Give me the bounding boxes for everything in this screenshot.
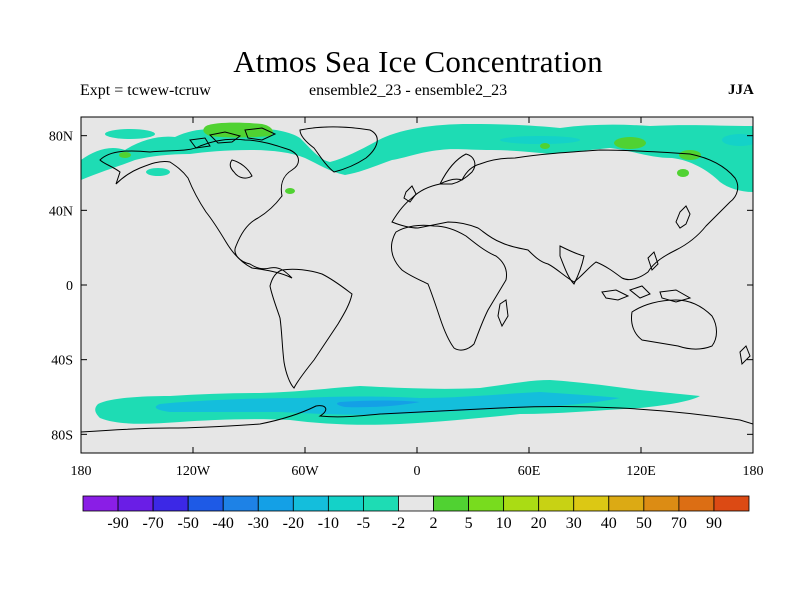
- green-patch-3: [679, 150, 701, 160]
- chart-title: Atmos Sea Ice Concentration: [233, 44, 603, 79]
- coast-uk: [403, 185, 417, 203]
- antarctic-darkest-core: [337, 400, 420, 408]
- colorbar-swatch: [327, 495, 364, 512]
- colorbar-swatch: [398, 495, 434, 512]
- colorbar-label: 5: [465, 515, 473, 532]
- lon-tick-label: 60W: [291, 464, 319, 479]
- colorbar-label: 2: [430, 515, 438, 532]
- coast-north-america: [99, 138, 299, 279]
- coast-antarctica: [81, 405, 753, 433]
- ice-anomaly-fields: [81, 122, 753, 433]
- colorbar-swatch: [117, 495, 154, 512]
- coastlines: [81, 126, 753, 433]
- green-patch-4: [677, 169, 689, 177]
- colorbar-swatch: [503, 495, 540, 512]
- colorbar-swatch: [257, 495, 294, 512]
- cyan-patch-1: [500, 136, 580, 144]
- colorbar-swatch: [643, 495, 680, 512]
- lon-tick-label: 0: [414, 464, 421, 479]
- colorbar-label: -5: [357, 515, 370, 532]
- difference-label: ensemble2_23 - ensemble2_23: [309, 82, 508, 99]
- colorbar-swatch: [608, 495, 645, 512]
- colorbar-swatch: [433, 495, 469, 512]
- colorbar-swatch: [363, 495, 399, 512]
- green-patch-1: [203, 122, 273, 138]
- coast-india: [559, 245, 585, 285]
- colorbar-label: -50: [177, 515, 198, 532]
- lat-tick-label: 0: [66, 279, 73, 294]
- colorbar-label: 70: [671, 515, 687, 532]
- colorbar-swatch: [222, 495, 259, 512]
- green-patch-2: [614, 137, 646, 149]
- coast-arctic-islands: [189, 127, 277, 149]
- latitude-axis: 80N 40N 0 40S 80S: [49, 130, 753, 443]
- lat-tick-label: 40N: [49, 204, 73, 219]
- lon-tick-label: 120W: [176, 464, 211, 479]
- coast-africa: [391, 224, 507, 351]
- colorbar-label: -2: [392, 515, 405, 532]
- season-label: JJA: [728, 82, 754, 98]
- green-patch-5: [285, 188, 295, 194]
- cyan-patch-2: [722, 134, 753, 146]
- coast-south-america: [269, 268, 353, 389]
- colorbar-label: 90: [706, 515, 722, 532]
- colorbar-label: -40: [213, 515, 234, 532]
- lat-tick-label: 40S: [51, 354, 73, 369]
- lat-tick-label: 80N: [49, 130, 73, 145]
- teal-patch-1: [105, 129, 155, 139]
- colorbar-swatch: [468, 495, 505, 512]
- colorbar-label: -90: [107, 515, 128, 532]
- coast-australia: [631, 299, 717, 350]
- colorbar-swatch: [82, 495, 119, 512]
- green-patch-7: [540, 143, 550, 149]
- colorbar-swatch: [152, 495, 189, 512]
- colorbar-label: -10: [318, 515, 339, 532]
- colorbar-label: 10: [496, 515, 512, 532]
- teal-patch-2: [482, 126, 538, 136]
- arctic-anomaly-band: [81, 124, 753, 192]
- lon-tick-label: 180: [743, 464, 764, 479]
- colorbar-swatch: [187, 495, 224, 512]
- lon-tick-label: 180: [71, 464, 92, 479]
- coast-indonesia: [601, 251, 692, 303]
- colorbar-label: 20: [531, 515, 547, 532]
- colorbar-swatch: [538, 495, 575, 512]
- lon-tick-label: 120E: [626, 464, 656, 479]
- lat-tick-label: 80S: [51, 428, 73, 443]
- colorbar-swatch: [292, 495, 329, 512]
- colorbar-label: 30: [566, 515, 582, 532]
- coast-new-zealand: [739, 345, 751, 366]
- colorbar-swatch: [678, 495, 715, 512]
- colorbar-label: -30: [248, 515, 269, 532]
- lon-tick-label: 60E: [518, 464, 541, 479]
- colorbar-label: 50: [636, 515, 652, 532]
- colorbar-label: -70: [142, 515, 163, 532]
- coast-greenland: [299, 126, 378, 173]
- colorbar-swatch: [573, 495, 610, 512]
- colorbar-label: 40: [601, 515, 617, 532]
- teal-patch-3: [146, 168, 170, 176]
- coast-scandinavia: [439, 153, 476, 185]
- green-patch-6: [119, 152, 131, 158]
- colorbar-swatch: [713, 495, 750, 512]
- longitude-axis: 180 120W 60W 0 60E 120E 180: [71, 117, 764, 479]
- coast-hudson-bay: [229, 159, 253, 179]
- colorbar-label: -20: [283, 515, 304, 532]
- colorbar: -90 -70 -50 -40 -30 -20 -10 -5 -2 2 5 10 20 30 40 50 70 9…: [82, 495, 750, 532]
- coast-madagascar: [497, 299, 509, 328]
- experiment-label: Expt = tcwew-tcruw: [80, 82, 211, 99]
- coast-japan: [675, 205, 691, 229]
